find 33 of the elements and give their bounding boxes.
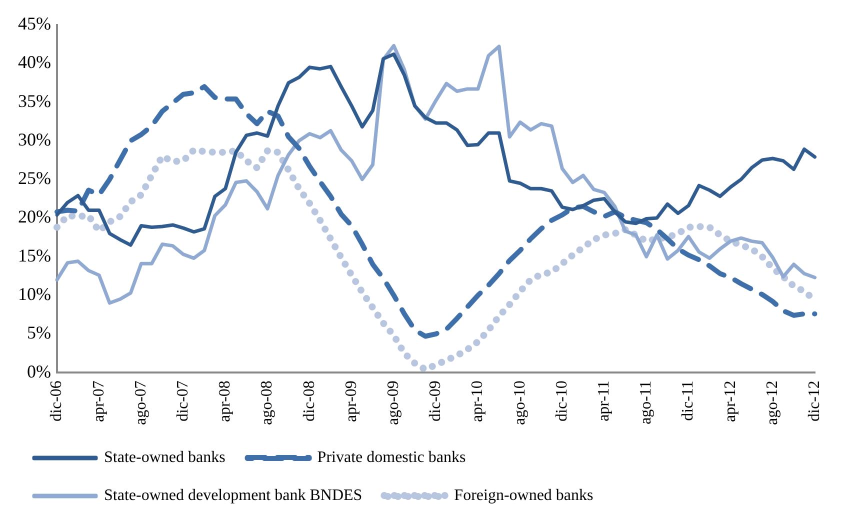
x-tick-label: dic-12 [806,380,824,422]
x-tick-label: apr-11 [596,380,612,422]
x-tick-label: ago-10 [511,380,528,426]
y-tick-label: 40% [18,52,51,72]
legend-label: State-owned development bank BNDES [104,487,362,504]
x-tick-label: ago-07 [132,380,150,426]
legend-label: Private domestic banks [317,449,466,466]
y-tick-label: 35% [18,90,51,111]
x-tick-label: dic-07 [174,380,192,422]
y-tick-label: 5% [26,322,51,343]
x-tick-label: dic-10 [553,380,570,422]
y-tick-label: 30% [18,129,51,150]
x-tick-label: dic-06 [48,380,66,422]
legend-label: State-owned banks [104,449,226,466]
x-tick-label: dic-08 [300,380,318,422]
x-tick-label: apr-10 [469,380,486,422]
x-tick-label: ago-08 [258,380,276,426]
y-tick-label: 0% [26,361,51,382]
x-tick-label: apr-09 [342,380,360,422]
y-tick-label: 20% [18,206,51,227]
x-tick-label: ago-11 [638,380,655,424]
y-tick-label: 15% [18,245,51,266]
y-tick-label: 25% [18,168,51,188]
x-tick-label: apr-07 [90,380,108,422]
x-tick-label: apr-08 [216,380,234,422]
x-tick-label: dic-09 [427,380,444,422]
y-tick-label: 10% [18,284,51,304]
x-tick-label: dic-11 [680,380,697,421]
legend-label: Foreign-owned banks [454,487,594,504]
y-tick-label: 45% [18,14,51,34]
x-tick-label: apr-12 [722,380,739,422]
x-tick-label: ago-12 [764,380,781,426]
x-tick-label: ago-09 [385,380,402,426]
